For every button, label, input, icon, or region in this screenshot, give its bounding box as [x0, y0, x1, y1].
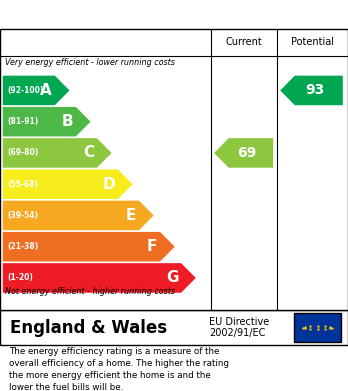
Text: The energy efficiency rating is a measure of the
overall efficiency of a home. T: The energy efficiency rating is a measur…	[9, 347, 229, 391]
Text: (55-68): (55-68)	[7, 180, 38, 189]
Text: (92-100): (92-100)	[7, 86, 44, 95]
Polygon shape	[3, 107, 90, 136]
Text: Very energy efficient - lower running costs: Very energy efficient - lower running co…	[5, 58, 175, 67]
Text: (39-54): (39-54)	[7, 211, 38, 220]
Text: 69: 69	[237, 146, 256, 160]
Polygon shape	[3, 201, 154, 230]
Text: Current: Current	[225, 37, 262, 47]
Polygon shape	[3, 169, 133, 199]
Polygon shape	[3, 232, 175, 262]
Text: (21-38): (21-38)	[7, 242, 38, 251]
Text: E: E	[126, 208, 136, 223]
Text: (1-20): (1-20)	[7, 273, 33, 282]
Text: Energy Efficiency Rating: Energy Efficiency Rating	[9, 7, 211, 22]
Text: F: F	[147, 239, 157, 254]
Polygon shape	[214, 138, 273, 168]
Polygon shape	[3, 263, 196, 293]
Text: England & Wales: England & Wales	[10, 319, 168, 337]
Text: (81-91): (81-91)	[7, 117, 38, 126]
Polygon shape	[3, 76, 70, 105]
Text: A: A	[40, 83, 52, 98]
Text: 93: 93	[305, 83, 324, 97]
Text: (69-80): (69-80)	[7, 149, 38, 158]
Text: Potential: Potential	[291, 37, 334, 47]
Text: EU Directive
2002/91/EC: EU Directive 2002/91/EC	[209, 317, 269, 339]
Text: B: B	[62, 114, 73, 129]
Polygon shape	[3, 138, 112, 168]
Text: G: G	[166, 271, 178, 285]
Text: C: C	[83, 145, 94, 160]
Text: D: D	[103, 177, 115, 192]
Polygon shape	[280, 76, 343, 105]
Bar	[294, 313, 341, 342]
Text: Not energy efficient - higher running costs: Not energy efficient - higher running co…	[5, 287, 175, 296]
